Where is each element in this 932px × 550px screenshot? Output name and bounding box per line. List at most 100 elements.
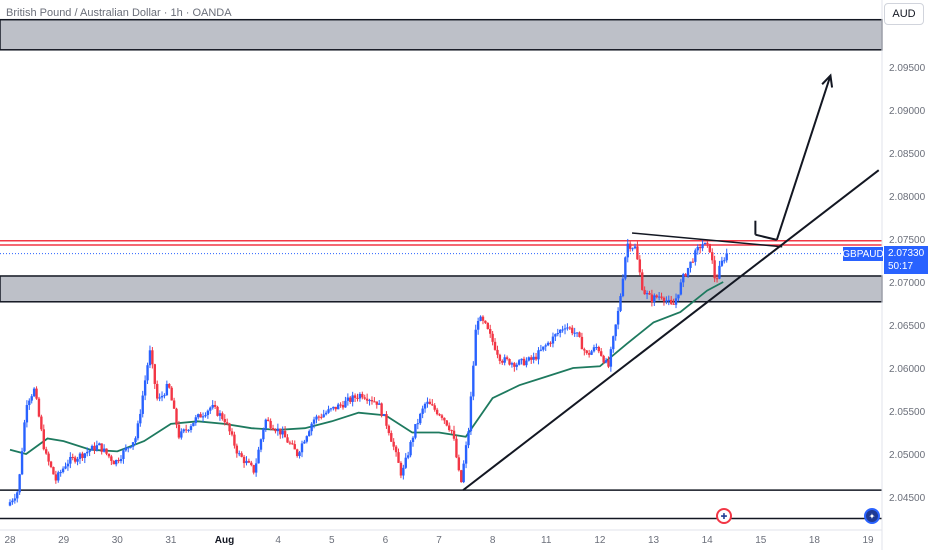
candle-body	[206, 410, 210, 416]
candle-body	[187, 429, 190, 431]
candle-body	[378, 403, 381, 405]
candle-body	[365, 398, 369, 401]
time-tick-label: 4	[275, 535, 281, 546]
candle-body	[382, 414, 386, 416]
candle-body	[645, 293, 649, 295]
candle-body	[614, 324, 617, 337]
candle-body	[310, 423, 313, 432]
candle-body	[100, 443, 103, 452]
currency-button[interactable]: AUD	[884, 3, 924, 25]
candle-body	[83, 453, 87, 458]
candle-body	[93, 445, 96, 451]
projection-arrow-line	[775, 75, 832, 241]
candle-body	[525, 360, 528, 366]
time-tick-label: 19	[862, 535, 874, 546]
candle-body	[701, 244, 704, 249]
candle-body	[691, 261, 695, 263]
candle-body	[703, 242, 707, 245]
candle-body	[607, 360, 610, 367]
candle-body	[416, 423, 420, 425]
candle-body	[527, 357, 531, 361]
candle-body	[667, 299, 670, 301]
candle-body	[602, 355, 605, 363]
candle-body	[679, 282, 683, 295]
candle-body	[197, 414, 200, 418]
candle-body	[151, 350, 154, 365]
candle-body	[102, 448, 106, 452]
candle-body	[498, 354, 502, 361]
candle-body	[8, 502, 12, 506]
candle-body	[76, 458, 79, 462]
candle-body	[556, 332, 559, 335]
zones-layer	[0, 18, 883, 520]
time-tick-label: 13	[648, 535, 660, 546]
candle-body	[397, 452, 400, 463]
symbol-label: GBPAUD	[842, 247, 884, 261]
bar-countdown: 50:17	[888, 261, 914, 272]
candle-body	[105, 448, 108, 454]
candle-body	[546, 342, 550, 346]
candle-body	[332, 406, 335, 409]
price-axis[interactable]: 2.04500 2.05000 2.05500 2.06000 2.06500 2.070…	[889, 63, 926, 504]
candle-body	[225, 422, 229, 424]
candle-body	[578, 332, 581, 337]
candle-body	[356, 397, 359, 399]
candle-body	[134, 438, 137, 443]
candle-body	[460, 470, 463, 483]
candle-body	[583, 349, 586, 351]
candle-body	[715, 278, 719, 280]
candle-body	[283, 430, 287, 438]
candle-body	[503, 357, 506, 363]
candle-body	[163, 395, 166, 397]
price-tick-label: 2.09000	[889, 106, 926, 117]
candle-body	[312, 419, 316, 424]
candle-body	[59, 472, 62, 474]
candle-body	[334, 406, 337, 410]
candle-body	[631, 248, 634, 250]
time-tick-label: Aug	[215, 535, 234, 546]
uk-flag-icon[interactable]: ✚	[716, 508, 732, 524]
candle-body	[250, 462, 253, 466]
candle-body	[61, 468, 65, 473]
candle-body	[235, 445, 239, 454]
candle-body	[213, 404, 217, 407]
drawings-layer[interactable]	[462, 73, 880, 491]
candle-body	[551, 336, 555, 344]
candle-body	[25, 405, 29, 423]
candle-body	[414, 424, 417, 438]
candle-body	[308, 431, 311, 437]
plot-background[interactable]	[0, 0, 882, 525]
candle-body	[32, 388, 36, 397]
candle-body	[264, 419, 267, 429]
price-tick-label: 2.08500	[889, 149, 926, 160]
candle-body	[580, 336, 584, 350]
candle-body	[544, 345, 547, 347]
candle-body	[238, 453, 241, 455]
time-tick-label: 11	[541, 535, 552, 546]
candle-body	[78, 453, 82, 459]
candle-body	[90, 445, 94, 451]
candle-body	[257, 449, 260, 464]
candle-body	[300, 443, 304, 453]
demand-zone-mid	[0, 275, 883, 303]
au-flag-icon[interactable]: ✦	[864, 508, 880, 524]
candle-body	[530, 357, 533, 360]
candle-body	[180, 431, 183, 438]
candle-body	[216, 406, 219, 416]
candle-body	[481, 316, 485, 321]
candle-body	[385, 414, 388, 426]
candle-body	[423, 403, 427, 409]
candle-body	[69, 456, 72, 464]
current-price-value: 2.07330	[888, 248, 925, 259]
time-axis[interactable]: 28 29 30 31 Aug 4 5 6 7 8 11 12 13 14 15 18 19	[4, 535, 874, 546]
candle-body	[537, 350, 540, 360]
candle-body	[88, 450, 91, 452]
candle-body	[95, 445, 99, 451]
candle-body	[638, 259, 642, 273]
candle-body	[107, 453, 111, 457]
candle-body	[329, 408, 333, 410]
candle-body	[612, 336, 615, 350]
candle-body	[175, 408, 178, 425]
price-tick-label: 2.07000	[889, 278, 926, 289]
